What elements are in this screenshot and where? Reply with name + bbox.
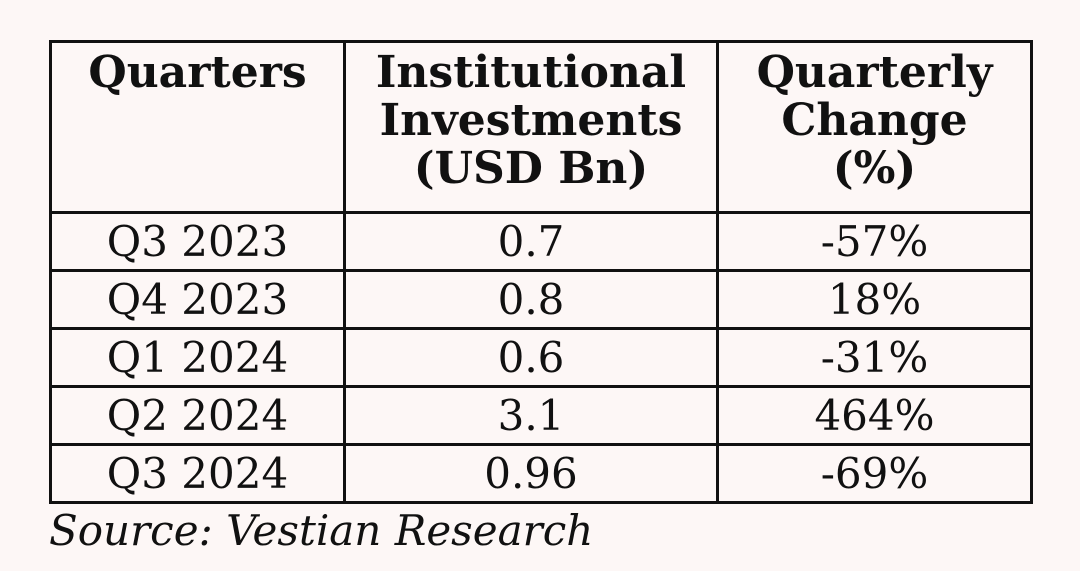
header-institutional-investments: Institutional Investments (USD Bn) [343, 40, 719, 214]
header-quarters-line-1: Quarters [88, 47, 307, 98]
cell-change: -69% [716, 443, 1033, 504]
cell-change: -57% [716, 211, 1033, 272]
header-change-line-1: Quarterly [756, 47, 993, 98]
header-investments-line-2: Investments [379, 95, 683, 146]
table-row: Q1 2024 0.6 -31% [49, 327, 1033, 388]
cell-investment: 3.1 [343, 385, 719, 446]
header-row: Quarters Institutional Investments (USD … [49, 40, 1033, 214]
table-row: Q3 2023 0.7 -57% [49, 211, 1033, 272]
cell-investment: 0.8 [343, 269, 719, 330]
header-change-line-3: (%) [832, 143, 917, 194]
header-investments-line-3: (USD Bn) [413, 143, 649, 194]
header-quarterly-change: Quarterly Change (%) [716, 40, 1033, 214]
table-row: Q4 2023 0.8 18% [49, 269, 1033, 330]
cell-quarter: Q1 2024 [49, 327, 346, 388]
cell-investment: 0.6 [343, 327, 719, 388]
cell-change: -31% [716, 327, 1033, 388]
cell-quarter: Q3 2023 [49, 211, 346, 272]
table-row: Q2 2024 3.1 464% [49, 385, 1033, 446]
cell-quarter: Q3 2024 [49, 443, 346, 504]
cell-investment: 0.7 [343, 211, 719, 272]
cell-quarter: Q2 2024 [49, 385, 346, 446]
source-note: Source: Vestian Research [49, 506, 594, 555]
cell-change: 18% [716, 269, 1033, 330]
header-investments-line-1: Institutional [375, 47, 687, 98]
header-change-line-2: Change [781, 95, 968, 146]
cell-investment: 0.96 [343, 443, 719, 504]
cell-change: 464% [716, 385, 1033, 446]
table-row: Q3 2024 0.96 -69% [49, 443, 1033, 504]
header-quarters: Quarters [49, 40, 346, 214]
cell-quarter: Q4 2023 [49, 269, 346, 330]
data-table: Quarters Institutional Investments (USD … [49, 40, 1033, 504]
